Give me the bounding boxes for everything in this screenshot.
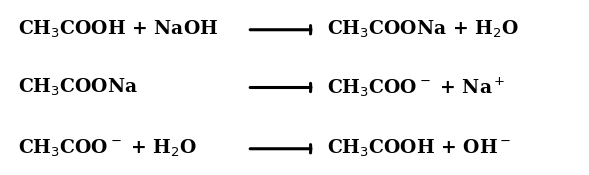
Text: CH$_3$COONa + H$_2$O: CH$_3$COONa + H$_2$O <box>327 19 518 40</box>
Text: CH$_3$COOH + OH$^-$: CH$_3$COOH + OH$^-$ <box>327 138 511 159</box>
Text: CH$_3$COO$^-$ + Na$^+$: CH$_3$COO$^-$ + Na$^+$ <box>327 76 505 99</box>
Text: CH$_3$COO$^-$ + H$_2$O: CH$_3$COO$^-$ + H$_2$O <box>18 138 197 159</box>
Text: CH$_3$COOH + NaOH: CH$_3$COOH + NaOH <box>18 19 218 40</box>
Text: CH$_3$COONa: CH$_3$COONa <box>18 77 138 98</box>
